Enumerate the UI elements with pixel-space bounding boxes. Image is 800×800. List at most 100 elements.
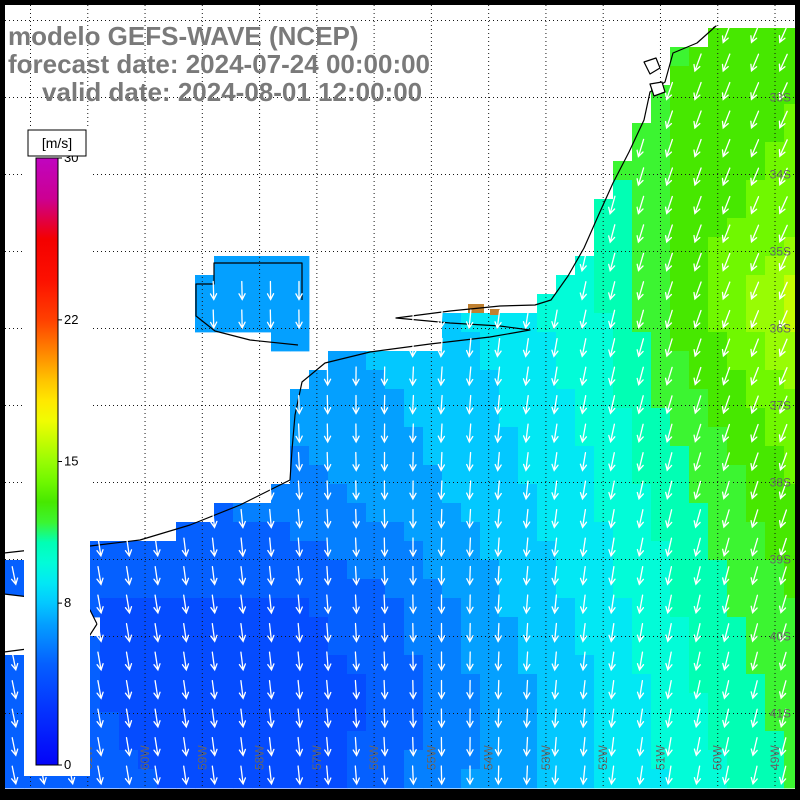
wind-cell <box>119 636 139 656</box>
wind-cell <box>613 218 633 238</box>
wind-arrow <box>352 765 360 786</box>
wind-arrow <box>466 508 474 529</box>
wind-arrow <box>124 651 133 672</box>
wind-cell <box>214 503 234 523</box>
wind-cell <box>556 313 576 333</box>
wind-cell <box>594 617 614 637</box>
wind-cell <box>727 408 747 428</box>
wind-cell <box>518 769 538 789</box>
wind-cell <box>689 750 709 770</box>
wind-arrow <box>750 281 760 301</box>
wind-cell <box>556 446 576 466</box>
wind-arrow <box>664 338 673 358</box>
wind-cell <box>499 560 519 580</box>
wind-arrow <box>693 366 702 386</box>
wind-cell <box>670 294 690 314</box>
wind-cell <box>195 560 215 580</box>
wind-arrow <box>608 708 616 729</box>
wind-cell <box>556 712 576 732</box>
wind-cell <box>746 389 766 409</box>
wind-cell <box>689 351 709 371</box>
wind-cell <box>442 389 462 409</box>
wind-arrow <box>693 737 702 757</box>
wind-cell <box>233 617 253 637</box>
wind-cell <box>328 617 348 637</box>
wind-arrow <box>693 167 702 187</box>
wind-cell <box>727 560 747 580</box>
wind-arrow <box>636 736 645 757</box>
longitude-label: 52W <box>596 745 610 770</box>
wind-arrow <box>608 537 616 558</box>
wind-cell <box>784 237 795 257</box>
wind-cell <box>480 465 500 485</box>
wind-cell <box>556 370 576 390</box>
wind-cell <box>784 484 795 504</box>
wind-cell <box>613 693 633 713</box>
wind-cell <box>138 769 158 789</box>
wind-arrow <box>523 622 531 643</box>
wind-arrow <box>721 252 731 272</box>
wind-arrow <box>779 737 787 757</box>
wind-arrow <box>778 537 787 557</box>
wind-cell <box>613 674 633 694</box>
longitude-label: 55W <box>424 745 438 770</box>
wind-cell <box>784 655 795 675</box>
wind-arrow <box>750 480 759 500</box>
wind-cell <box>537 560 557 580</box>
wind-cell <box>632 332 652 352</box>
wind-cell <box>499 731 519 751</box>
wind-arrow <box>693 81 702 101</box>
wind-cell <box>632 750 652 770</box>
wind-cell <box>556 655 576 675</box>
wind-arrow <box>636 252 645 272</box>
wind-cell <box>651 142 671 162</box>
wind-cell <box>309 693 329 713</box>
wind-cell <box>746 370 766 390</box>
wind-cell <box>784 769 795 789</box>
wind-cell <box>746 484 766 504</box>
wind-cell <box>746 712 766 732</box>
wind-arrow <box>181 565 190 586</box>
wind-arrow <box>750 139 760 158</box>
wind-cell <box>195 750 215 770</box>
wind-cell <box>271 617 291 637</box>
wind-cell <box>423 522 443 542</box>
wind-cell <box>708 750 728 770</box>
wind-cell <box>138 674 158 694</box>
wind-arrow <box>665 566 673 586</box>
wind-arrow <box>579 537 588 558</box>
wind-cell <box>423 465 443 485</box>
wind-arrow <box>267 765 275 786</box>
wind-cell <box>727 389 747 409</box>
wind-cell <box>480 484 500 504</box>
wind-cell <box>176 579 196 599</box>
wind-cell <box>328 769 348 789</box>
wind-cell <box>537 541 557 561</box>
wind-arrow <box>551 622 559 643</box>
wind-arrow <box>722 651 730 672</box>
wind-arrow <box>608 395 616 415</box>
wind-cell <box>309 560 329 580</box>
wind-cell <box>727 712 747 732</box>
wind-cell <box>632 256 652 276</box>
wind-cell <box>727 123 747 143</box>
wind-cell <box>214 617 234 637</box>
wind-cell <box>594 674 614 694</box>
wind-cell <box>689 579 709 599</box>
wind-cell <box>708 199 728 219</box>
wind-arrow <box>267 622 275 643</box>
wind-cell <box>708 693 728 713</box>
wind-cell <box>499 693 519 713</box>
wind-cell <box>176 617 196 637</box>
wind-arrow <box>238 309 246 330</box>
wind-cell <box>214 294 234 314</box>
wind-cell <box>613 275 633 295</box>
wind-arrow <box>778 594 787 614</box>
wind-cell <box>727 427 747 447</box>
wind-cell <box>442 446 462 466</box>
wind-cell <box>328 598 348 618</box>
wind-cell <box>252 712 272 732</box>
wind-cell <box>518 712 538 732</box>
wind-arrow <box>722 680 730 700</box>
wind-arrow <box>608 736 616 757</box>
